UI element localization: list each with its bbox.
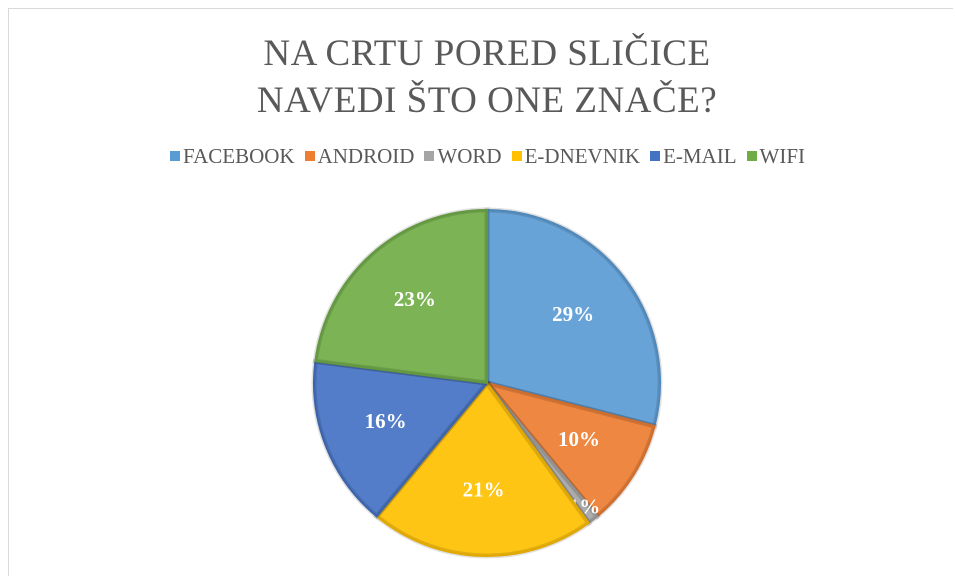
pie-slice bbox=[375, 381, 591, 557]
legend-label: WORD bbox=[437, 144, 502, 168]
legend-swatch bbox=[169, 151, 180, 161]
data-label: 16% bbox=[365, 409, 407, 433]
legend-item: ANDROID bbox=[304, 144, 415, 169]
data-label: 29% bbox=[552, 302, 594, 326]
legend-item: E-DNEVNIK bbox=[511, 144, 641, 169]
legend-swatch bbox=[424, 151, 435, 161]
pie-slice bbox=[486, 208, 661, 428]
data-label: 10% bbox=[558, 427, 600, 451]
data-label: 21% bbox=[463, 478, 505, 502]
legend-item: FACEBOOK bbox=[169, 144, 295, 169]
legend-item: E-MAIL bbox=[650, 144, 737, 169]
legend-swatch bbox=[511, 151, 522, 161]
legend-swatch bbox=[304, 151, 315, 161]
pie-slice-border bbox=[311, 358, 492, 520]
pie-slice-border bbox=[312, 207, 490, 386]
legend-label: FACEBOOK bbox=[182, 144, 295, 168]
pie-slice bbox=[484, 381, 656, 518]
legend-swatch bbox=[746, 151, 757, 161]
data-label: 23% bbox=[394, 287, 436, 311]
legend-label: E-MAIL bbox=[663, 144, 737, 168]
legend: FACEBOOK ANDROID WORD E-DNEVNIK E-MAIL WIFI bbox=[0, 144, 955, 169]
legend-label: E-DNEVNIK bbox=[524, 144, 641, 168]
legend-swatch bbox=[650, 151, 661, 161]
pie-slice-border bbox=[373, 378, 593, 559]
pie-slice-border bbox=[480, 378, 658, 520]
legend-label: WIFI bbox=[759, 144, 806, 168]
pie-slice-border bbox=[484, 207, 663, 430]
legend-item: WORD bbox=[424, 144, 502, 169]
pie-slice bbox=[313, 360, 489, 518]
legend-item: WIFI bbox=[746, 144, 806, 169]
legend-label: ANDROID bbox=[317, 144, 415, 168]
chart-title: NA CRTU PORED SLIČICE NAVEDI ŠTO ONE ZNA… bbox=[256, 33, 718, 121]
chart-frame bbox=[8, 8, 953, 576]
pie-slice bbox=[314, 208, 488, 385]
